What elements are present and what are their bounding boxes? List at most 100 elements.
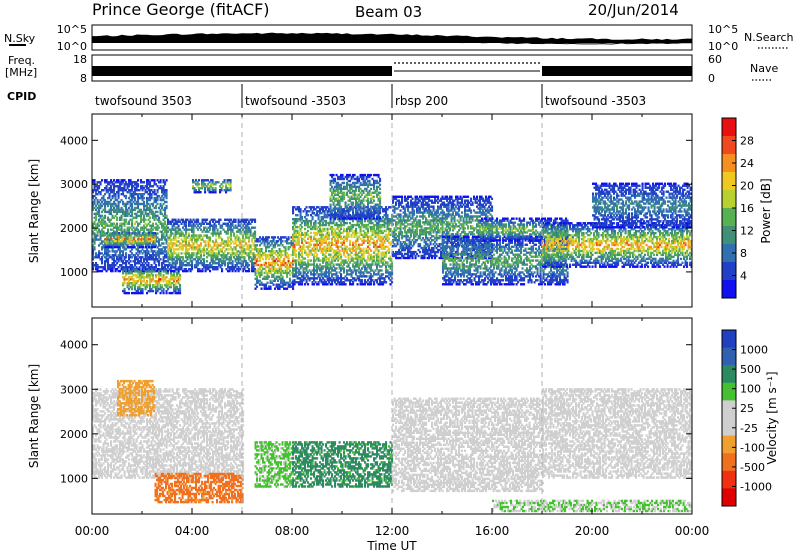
power-cell-788 (135, 214, 138, 218)
power-cell-864 (140, 220, 143, 223)
power-cell-1062 (150, 224, 153, 227)
power-cell-4394 (370, 283, 373, 286)
power-cell-4245 (359, 243, 362, 246)
power-cell-1993 (183, 236, 186, 239)
power-cell-2294 (212, 218, 215, 221)
power-cell-1629 (147, 270, 150, 273)
power-cell-4837 (340, 189, 343, 193)
power-cell-3849 (332, 218, 335, 221)
power-cell-1467 (151, 237, 154, 241)
power-cell-2296 (213, 266, 216, 269)
power-cell-2884 (260, 287, 263, 290)
power-cell-2872 (259, 265, 262, 269)
power-cell-1114 (153, 196, 156, 200)
power-cell-1619 (146, 276, 149, 279)
power-cell-3068 (278, 267, 281, 271)
power-cell-2132 (197, 268, 200, 271)
power-cell-2827 (254, 269, 257, 273)
power-cell-2052 (189, 268, 192, 271)
power-cell-2825 (254, 273, 257, 277)
power-cell-3534 (313, 208, 316, 211)
power-cell-4177 (355, 229, 358, 233)
power-cell-2783 (213, 191, 216, 194)
power-cell-444 (116, 204, 119, 208)
power-cell-4294 (362, 237, 365, 241)
power-cell-2893 (260, 253, 263, 257)
power-cell-3964 (340, 231, 343, 235)
power-cell-3492 (311, 281, 314, 284)
power-cell-1143 (155, 198, 158, 202)
power-cell-2880 (259, 248, 262, 251)
power-cell-1921 (176, 226, 179, 229)
power-cell-4093 (349, 225, 352, 229)
power-cell-2532 (237, 266, 240, 269)
power-cell-2752 (201, 179, 204, 182)
power-cell-491 (119, 228, 122, 231)
power-cell-1915 (176, 254, 179, 257)
power-cell-923 (143, 216, 146, 219)
power-cell-1775 (174, 270, 177, 273)
power-cell-2539 (237, 244, 240, 247)
power-cell-247 (105, 187, 108, 190)
power-cell-4086 (349, 249, 352, 252)
power-cell-4060 (347, 273, 350, 276)
power-cell-2293 (212, 220, 215, 223)
power-cell-3180 (289, 246, 292, 249)
power-cell-4422 (371, 263, 374, 266)
power-cell-4452 (373, 225, 376, 229)
power-cell-918 (143, 228, 146, 231)
power-cell-3529 (313, 227, 316, 231)
power-cell-4643 (385, 214, 388, 217)
power-cell-4397 (370, 277, 373, 280)
power-cell-3764 (328, 271, 331, 274)
power-cell-4845 (341, 215, 344, 218)
power-cell-4714 (391, 263, 394, 266)
power-cell-1762 (173, 276, 176, 279)
power-cell-3731 (325, 208, 328, 211)
power-cell-4944 (353, 197, 356, 200)
power-cell-1597 (141, 276, 144, 279)
power-cell-3599 (317, 214, 320, 217)
power-cell-4476 (374, 219, 377, 223)
power-cell-4260 (361, 281, 364, 284)
power-cell-727 (131, 185, 134, 188)
power-cell-2345 (218, 260, 221, 263)
power-cell-3326 (299, 283, 302, 286)
power-cell-147 (99, 191, 102, 194)
power-cell-1852 (170, 234, 173, 237)
power-cell-1855 (170, 228, 173, 231)
power-cell-1651 (152, 285, 155, 289)
power-cell-3836 (332, 263, 335, 266)
power-cell-2082 (191, 230, 194, 233)
power-cell-2578 (240, 220, 243, 223)
power-cell-867 (140, 214, 143, 218)
power-cell-3108 (281, 253, 284, 257)
power-cell-4423 (371, 261, 374, 264)
power-cell-1075 (152, 258, 155, 261)
power-cell-86 (96, 238, 99, 241)
power-cell-2466 (230, 234, 233, 237)
power-cell-4561 (380, 265, 383, 268)
power-cell-4596 (382, 237, 385, 241)
power-cell-2323 (215, 234, 218, 237)
power-cell-3642 (320, 235, 323, 239)
power-cell-4081 (349, 273, 352, 276)
nave-label: Nave (750, 62, 778, 75)
power-cell-4931 (352, 209, 355, 212)
power-cell-3115 (283, 281, 286, 284)
power-cell-4436 (371, 206, 374, 209)
power-cell-1826 (168, 256, 171, 259)
power-cell-1121 (155, 269, 158, 273)
power-cell-4420 (371, 275, 374, 278)
power-cell-3095 (280, 238, 283, 241)
power-cell-2041 (188, 248, 191, 251)
power-cell-2621 (245, 242, 248, 245)
power-cell-3116 (283, 279, 286, 282)
power-cell-3643 (320, 233, 323, 237)
power-cell-290 (108, 240, 111, 243)
power-cell-4801 (337, 197, 340, 200)
power-cell-217 (104, 210, 107, 214)
power-cell-1226 (161, 234, 164, 237)
power-cell-579 (123, 218, 126, 221)
power-cell-528 (120, 198, 123, 202)
